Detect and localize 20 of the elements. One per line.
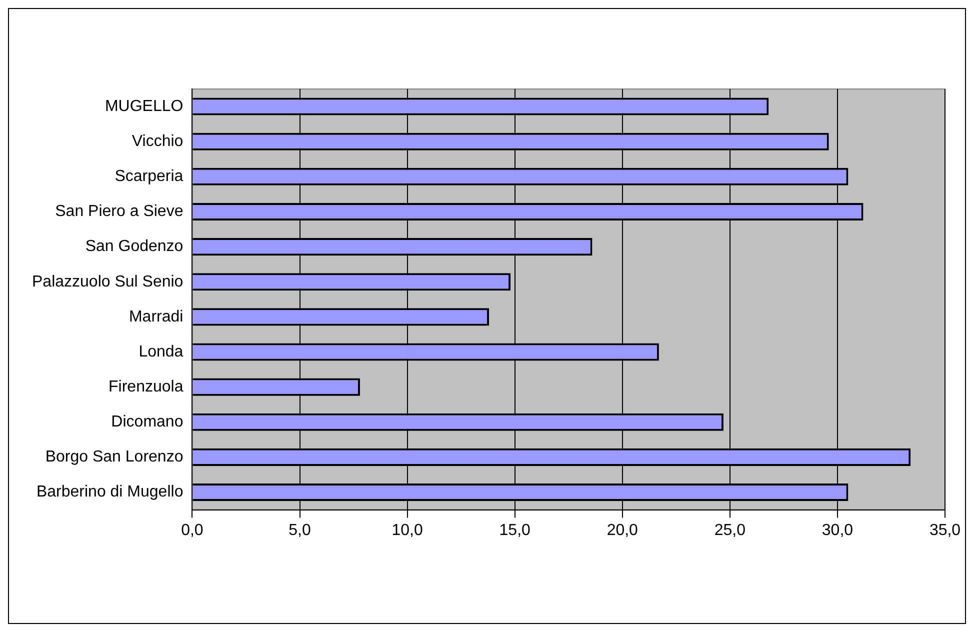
y-tick-label: Firenzuola bbox=[108, 378, 184, 396]
x-tick-label: 0,0 bbox=[181, 522, 204, 539]
y-tick-label: Palazzuolo Sul Senio bbox=[32, 273, 184, 290]
y-tick-label: MUGELLO bbox=[104, 98, 184, 115]
y-tick-label: Londa bbox=[138, 343, 184, 360]
y-tick-label: Scarperia bbox=[114, 168, 184, 186]
x-tick-label: 5,0 bbox=[288, 522, 311, 539]
y-tick-label: San Piero a Sieve bbox=[55, 203, 184, 220]
y-tick-label: Barberino di Mugello bbox=[36, 484, 184, 501]
y-tick-label: Marradi bbox=[128, 308, 184, 326]
x-tick-label: 30,0 bbox=[822, 522, 854, 539]
y-tick-label: Vicchio bbox=[132, 133, 184, 150]
x-tick-label: 35,0 bbox=[929, 522, 961, 539]
y-tick-label: San Godenzo bbox=[85, 238, 184, 256]
x-tick-label: 25,0 bbox=[714, 522, 746, 539]
y-tick-label: Dicomano bbox=[111, 414, 184, 431]
x-tick-label: 20,0 bbox=[606, 522, 638, 539]
x-tick-label: 15,0 bbox=[499, 522, 531, 539]
x-tick-label: 10,0 bbox=[392, 522, 423, 539]
y-tick-label: Borgo San Lorenzo bbox=[45, 448, 184, 466]
